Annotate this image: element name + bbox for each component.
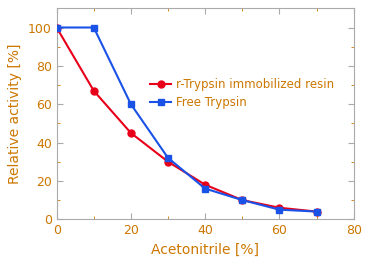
Free Trypsin — [129, 103, 133, 106]
Free Trypsin — [314, 210, 319, 213]
Free Trypsin — [277, 208, 282, 211]
Line: Free Trypsin: Free Trypsin — [53, 24, 320, 215]
Legend: r-Trypsin immobilized resin, Free Trypsin: r-Trypsin immobilized resin, Free Trypsi… — [145, 73, 339, 113]
Free Trypsin — [203, 187, 207, 190]
r-Trypsin immobilized resin — [314, 210, 319, 213]
r-Trypsin immobilized resin — [166, 160, 170, 163]
r-Trypsin immobilized resin — [54, 26, 59, 29]
X-axis label: Acetonitrile [%]: Acetonitrile [%] — [151, 243, 259, 257]
Free Trypsin — [166, 156, 170, 160]
Line: r-Trypsin immobilized resin: r-Trypsin immobilized resin — [53, 24, 320, 215]
r-Trypsin immobilized resin — [240, 198, 245, 202]
r-Trypsin immobilized resin — [91, 89, 96, 92]
r-Trypsin immobilized resin — [277, 206, 282, 209]
r-Trypsin immobilized resin — [129, 131, 133, 135]
r-Trypsin immobilized resin — [203, 183, 207, 186]
Free Trypsin — [91, 26, 96, 29]
Free Trypsin — [240, 198, 245, 202]
Y-axis label: Relative activity [%]: Relative activity [%] — [9, 43, 22, 184]
Free Trypsin — [54, 26, 59, 29]
